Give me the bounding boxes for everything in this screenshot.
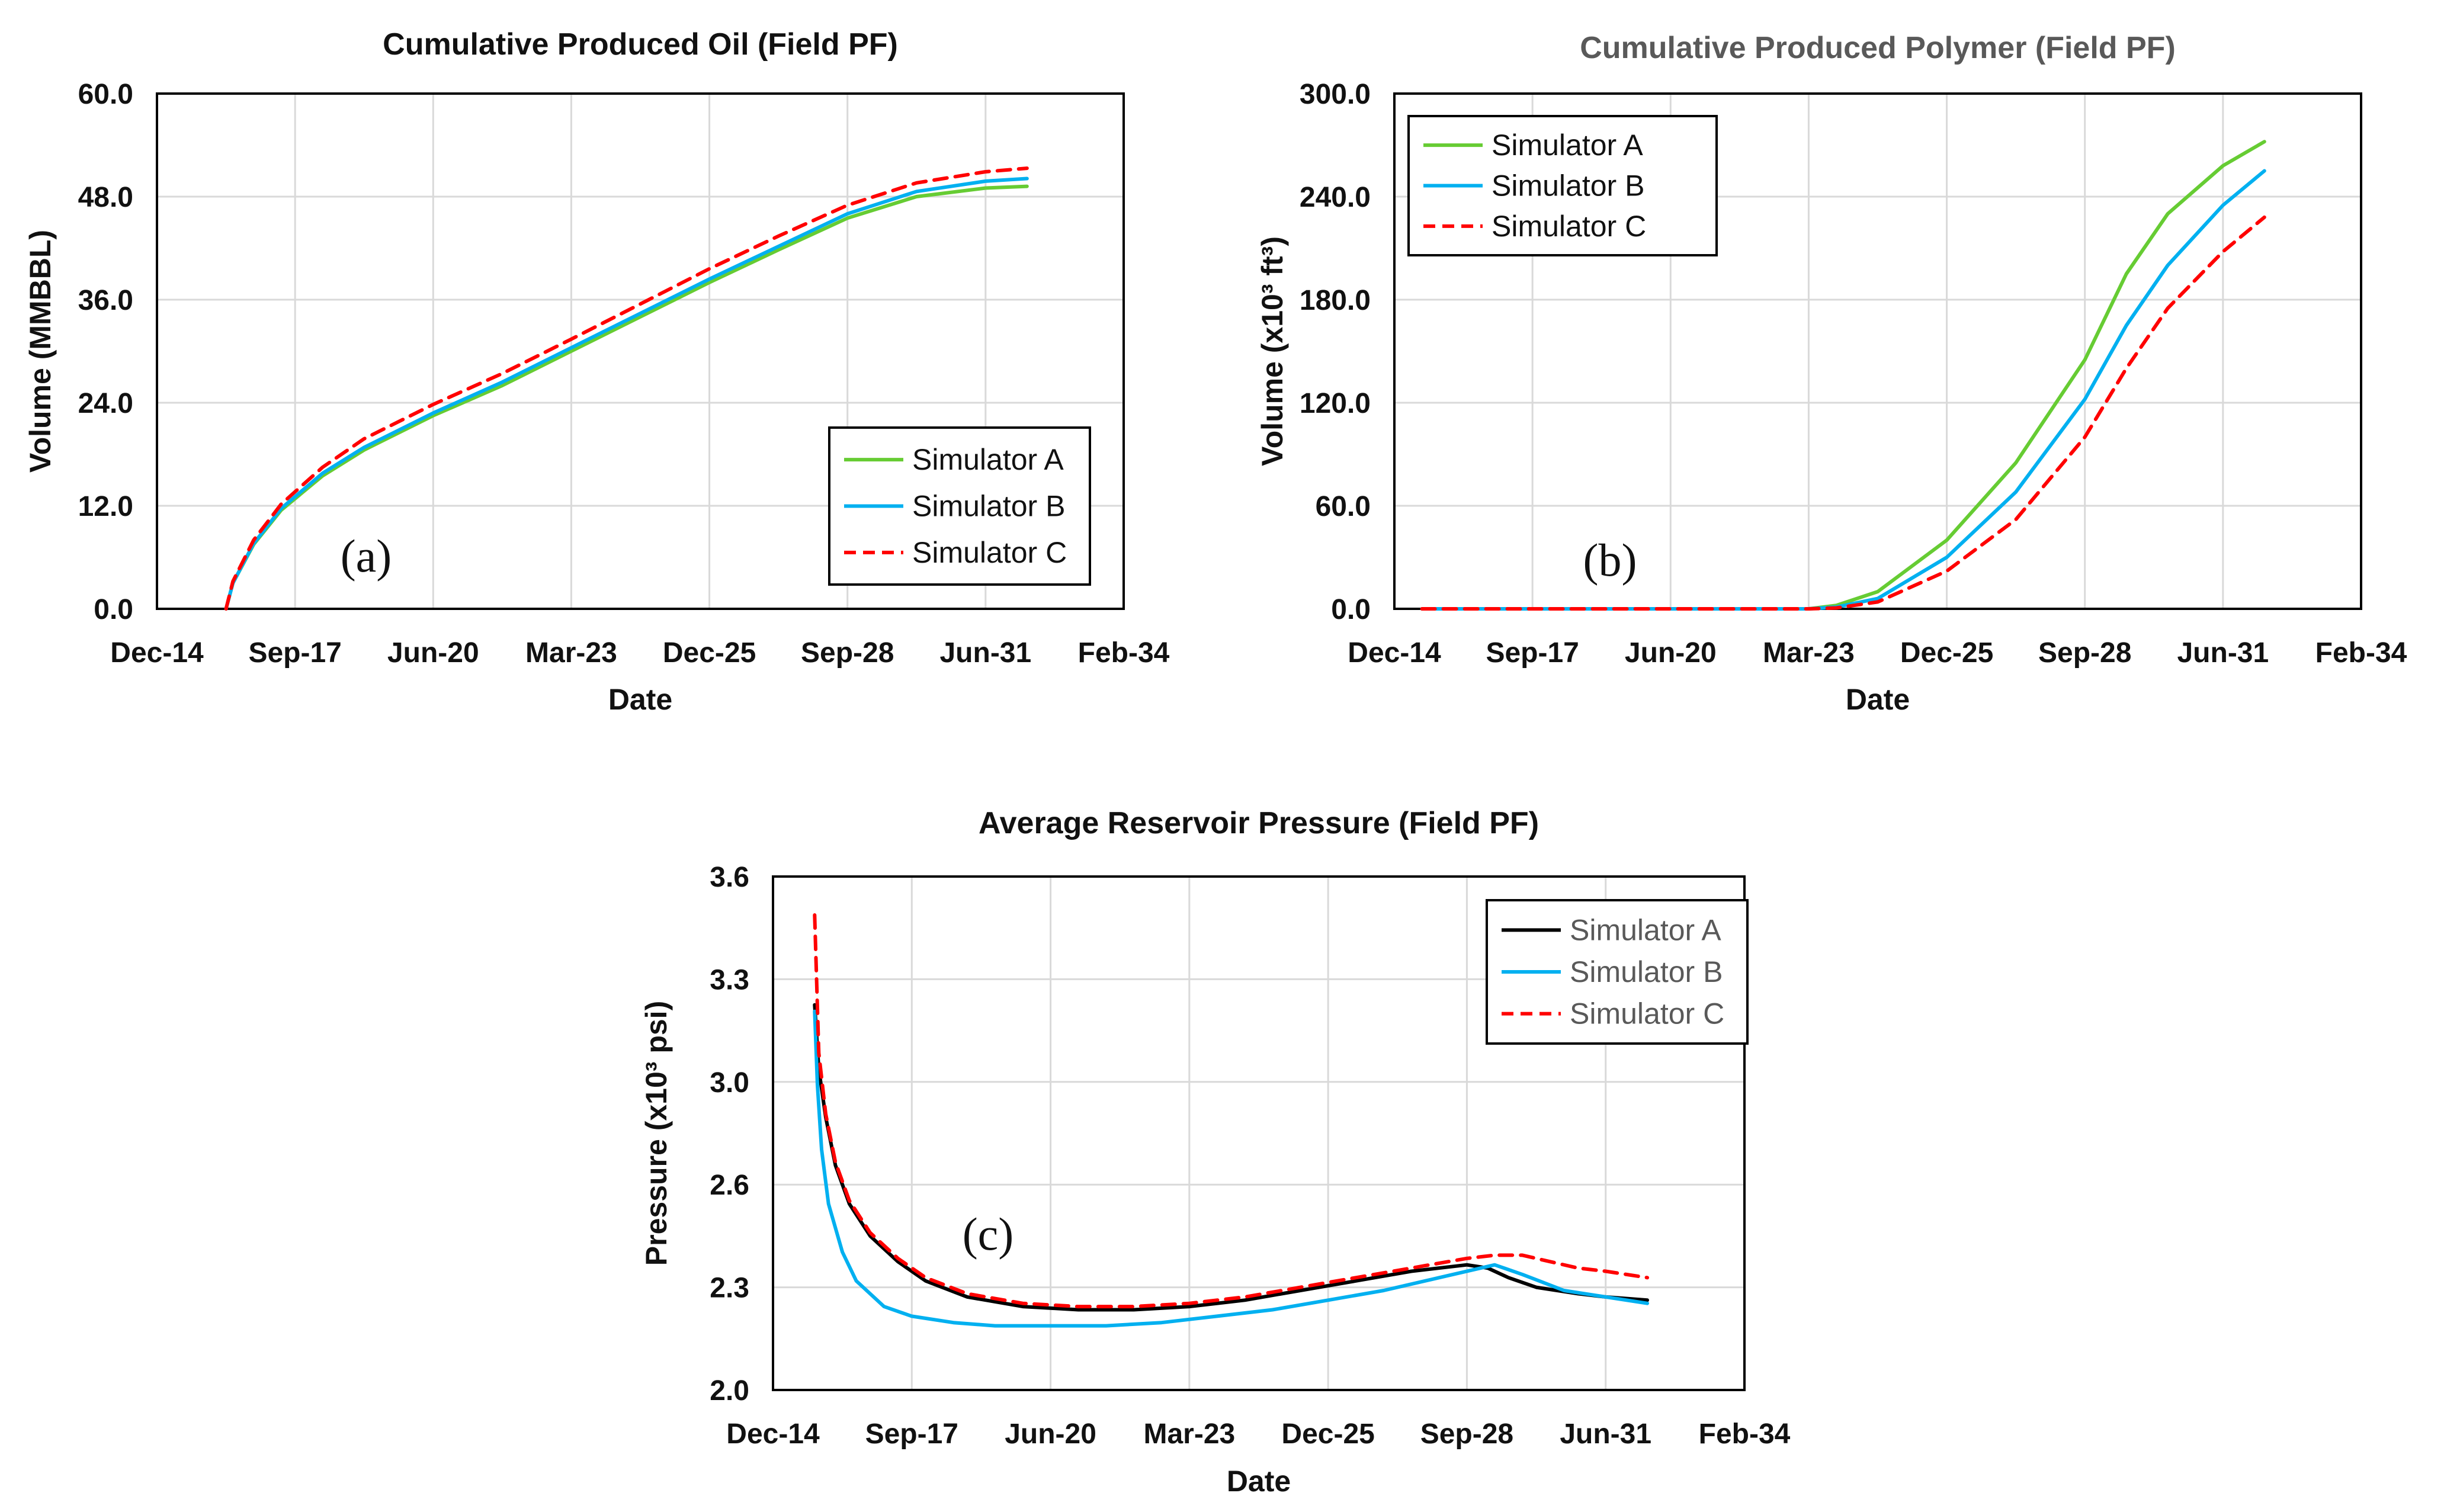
series-line-simulator-c	[224, 166, 1029, 611]
y-tick-label: 3.0	[710, 1067, 749, 1099]
x-tick-label: Sep-17	[248, 637, 341, 669]
x-tick-label: Sep-28	[801, 637, 894, 669]
series-line-simulator-c	[813, 913, 1649, 1309]
y-tick-label: 2.6	[710, 1170, 749, 1201]
y-tick-label: 48.0	[78, 182, 133, 213]
plot-area-frame	[772, 875, 1746, 1391]
y-tick-label: 240.0	[1300, 182, 1371, 213]
y-axis-title: Pressure (x10³ psi)	[640, 1001, 673, 1266]
y-axis-title: Volume (x10³ ft³)	[1256, 236, 1289, 466]
chart-title: Average Reservoir Pressure (Field PF)	[979, 806, 1539, 840]
y-tick-label: 60.0	[1316, 491, 1371, 522]
legend-label: Simulator C	[1570, 997, 1724, 1031]
series-line-simulator-c	[1420, 215, 2266, 611]
x-tick-label: Dec-25	[1900, 637, 1993, 669]
x-axis-title: Date	[1846, 683, 1910, 716]
y-tick-label: 300.0	[1300, 79, 1371, 110]
y-tick-label: 120.0	[1300, 388, 1371, 419]
legend-label: Simulator A	[1492, 129, 1643, 162]
y-tick-label: 36.0	[78, 285, 133, 316]
series-line-simulator-a	[813, 1003, 1649, 1312]
panel-label: (b)	[1583, 534, 1637, 586]
x-tick-label: Dec-25	[1281, 1418, 1374, 1450]
x-tick-label: Dec-14	[726, 1418, 820, 1450]
x-tick-label: Mar-23	[1143, 1418, 1235, 1450]
plot-area-frame	[1393, 92, 2362, 610]
y-tick-label: 2.3	[710, 1273, 749, 1304]
legend-label: Simulator C	[1492, 210, 1646, 243]
y-tick-label: 2.0	[710, 1375, 749, 1407]
x-tick-label: Dec-25	[663, 637, 756, 669]
x-tick-label: Mar-23	[525, 637, 617, 669]
series-line-simulator-b	[813, 1009, 1649, 1328]
x-axis-title: Date	[1227, 1465, 1291, 1498]
panel-label: (c)	[963, 1208, 1014, 1260]
x-axis-title: Date	[608, 683, 672, 716]
y-tick-label: 3.3	[710, 964, 749, 996]
legend-label: Simulator A	[912, 443, 1064, 476]
chart-cumulative-produced-oil: Cumulative Produced Oil (Field PF) Dec-14…	[24, 27, 1170, 716]
chart-title: Cumulative Produced Polymer (Field PF)	[1580, 31, 2176, 65]
x-tick-label: Jun-31	[939, 637, 1031, 669]
x-tick-label: Sep-17	[865, 1418, 958, 1450]
legend-label: Simulator B	[1570, 955, 1723, 988]
y-tick-label: 24.0	[78, 388, 133, 419]
legend-label: Simulator C	[912, 536, 1067, 569]
panel-label: (a)	[341, 530, 392, 582]
y-axis-title: Volume (MMBBL)	[24, 230, 57, 473]
y-tick-label: 0.0	[94, 594, 133, 625]
series-line-simulator-b	[224, 176, 1029, 611]
x-tick-label: Jun-31	[2177, 637, 2269, 669]
y-tick-label: 180.0	[1300, 285, 1371, 316]
plot-area-frame	[156, 92, 1125, 610]
chart-title: Cumulative Produced Oil (Field PF)	[383, 27, 898, 62]
y-tick-label: 60.0	[78, 79, 133, 110]
x-tick-label: Jun-20	[1625, 637, 1717, 669]
x-tick-label: Dec-14	[110, 637, 204, 669]
legend-label: Simulator B	[912, 490, 1065, 523]
x-tick-label: Sep-28	[2038, 637, 2131, 669]
x-tick-label: Sep-17	[1486, 637, 1579, 669]
x-tick-label: Sep-28	[1420, 1418, 1513, 1450]
x-tick-label: Jun-20	[1005, 1418, 1096, 1450]
x-tick-label: Feb-34	[2315, 637, 2407, 669]
x-tick-label: Dec-14	[1348, 637, 1441, 669]
x-tick-label: Jun-31	[1560, 1418, 1651, 1450]
y-tick-label: 12.0	[78, 491, 133, 522]
x-tick-label: Feb-34	[1699, 1418, 1791, 1450]
legend-label: Simulator B	[1492, 169, 1644, 203]
y-tick-label: 0.0	[1331, 594, 1371, 625]
x-tick-label: Mar-23	[1763, 637, 1855, 669]
chart-average-reservoir-pressure: Average Reservoir Pressure (Field PF) Dec…	[640, 806, 1791, 1498]
x-tick-label: Feb-34	[1078, 637, 1170, 669]
legend-label: Simulator A	[1570, 913, 1721, 946]
chart-cumulative-produced-polymer: Cumulative Produced Polymer (Field PF) De…	[1256, 31, 2407, 716]
x-tick-label: Jun-20	[387, 637, 479, 669]
y-tick-label: 3.6	[710, 862, 749, 893]
